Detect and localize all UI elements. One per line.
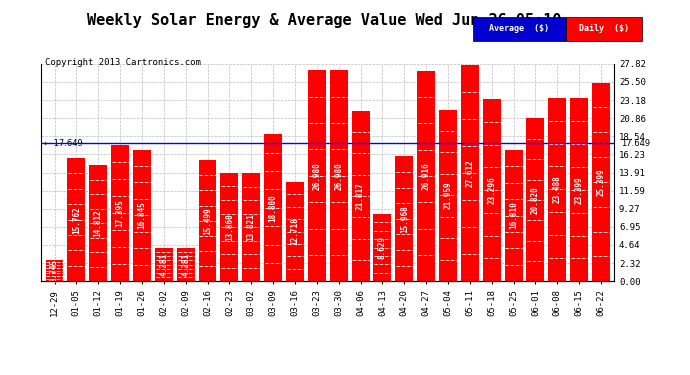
Text: 17.395: 17.395 (116, 200, 125, 227)
Bar (592, 82, 610, 281)
Text: 13.860: 13.860 (225, 213, 234, 241)
Text: 18.800: 18.800 (268, 194, 277, 222)
Bar (417, 71, 435, 281)
Text: 15.499: 15.499 (203, 207, 212, 234)
Text: 4.281: 4.281 (159, 253, 168, 276)
Text: ← 17.649: ← 17.649 (43, 139, 82, 148)
Bar (220, 173, 238, 281)
Text: 26.916: 26.916 (422, 162, 431, 190)
Text: 15.762: 15.762 (72, 206, 81, 234)
Text: 16.845: 16.845 (137, 201, 146, 229)
Text: 20.820: 20.820 (531, 186, 540, 214)
Text: 16.810: 16.810 (509, 202, 518, 229)
Bar (352, 111, 370, 281)
Bar (199, 160, 217, 281)
Bar (570, 98, 588, 281)
Text: 26.980: 26.980 (313, 162, 322, 190)
Text: 26.980: 26.980 (334, 162, 343, 190)
Bar (504, 150, 522, 281)
Bar (242, 173, 260, 281)
Text: Average  ($): Average ($) (489, 24, 549, 33)
Text: 13.821: 13.821 (247, 213, 256, 241)
Text: 23.488: 23.488 (553, 176, 562, 203)
Text: 14.812: 14.812 (94, 210, 103, 237)
Text: 21.959: 21.959 (444, 182, 453, 209)
Bar (439, 110, 457, 281)
Bar (330, 70, 348, 281)
Bar (526, 118, 544, 281)
Text: 8.629: 8.629 (378, 236, 387, 259)
Bar (68, 158, 86, 281)
Bar (286, 182, 304, 281)
Bar (89, 165, 107, 281)
Bar (111, 145, 129, 281)
Bar (264, 134, 282, 281)
Text: 21.817: 21.817 (356, 182, 365, 210)
Text: Copyright 2013 Cartronics.com: Copyright 2013 Cartronics.com (45, 58, 201, 67)
Bar (395, 156, 413, 281)
Text: 25.399: 25.399 (596, 168, 606, 196)
Bar (46, 260, 63, 281)
Bar (461, 65, 479, 281)
Bar (483, 99, 501, 281)
Text: Weekly Solar Energy & Average Value Wed Jun 26 05:10: Weekly Solar Energy & Average Value Wed … (87, 13, 562, 28)
Bar (373, 214, 391, 281)
Text: Daily  ($): Daily ($) (579, 24, 629, 33)
Text: 23.296: 23.296 (487, 176, 496, 204)
Bar (549, 98, 566, 281)
Text: 15.968: 15.968 (400, 205, 408, 233)
Text: 2.745: 2.745 (50, 259, 59, 282)
Bar (133, 150, 151, 281)
Text: 23.399: 23.399 (575, 176, 584, 204)
Text: 4.281: 4.281 (181, 253, 190, 276)
Text: 17.649: 17.649 (621, 139, 650, 148)
Bar (308, 70, 326, 281)
Text: 27.612: 27.612 (465, 159, 474, 187)
Text: 12.718: 12.718 (290, 217, 299, 245)
Bar (155, 248, 172, 281)
Bar (177, 248, 195, 281)
